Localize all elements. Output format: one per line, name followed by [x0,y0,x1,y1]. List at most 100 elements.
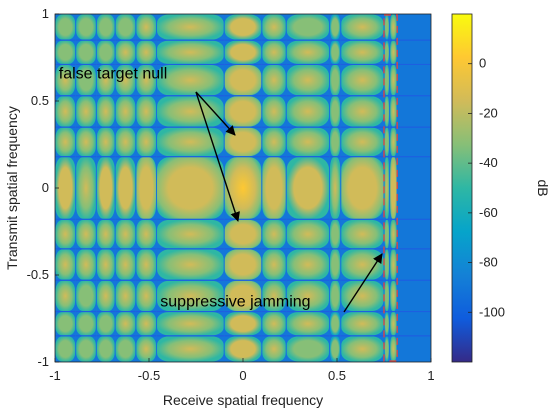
heatmap-cell [329,127,341,157]
heatmap-cell [341,157,384,219]
heatmap-cell [286,127,329,157]
heatmap-cell [262,64,286,96]
heatmap-cell [55,96,76,127]
suppressive-jamming-region [383,14,398,362]
heatmap-cell [384,64,390,96]
heatmap-cell [390,127,397,157]
jamming-dashed-box [383,14,398,362]
heatmap-cell [96,312,115,336]
heatmap-cell [286,280,329,312]
heatmap-cell [341,40,384,64]
heatmap-cell [329,336,341,362]
heatmap-cell [115,249,136,280]
heatmap-cell [157,336,224,362]
heatmap-cell [262,14,286,40]
heatmap-cell [96,219,115,249]
false-target-null-label: false target null [59,65,168,82]
colorbar-tick-label: -80 [479,255,498,270]
heatmap-cell [341,336,384,362]
heatmap-cell [76,40,96,64]
heatmap-cell [384,40,390,64]
y-axis-title: Transmit spatial frequency [4,106,20,270]
colorbar: 0 -20 -40 -60 -80 -100 dB [451,13,550,363]
heatmap-cell [329,40,341,64]
heatmap-cell [329,96,341,127]
heatmap-cell [76,249,96,280]
heatmap-cell [76,14,96,40]
heatmap-cell [262,127,286,157]
heatmap-cell [384,312,390,336]
heatmap-cell [341,14,384,40]
heatmap-cell [55,219,76,249]
colorbar-ticks: 0 -20 -40 -60 -80 -100 [468,56,505,319]
heatmap-cell [329,249,341,280]
heatmap-cell [341,127,384,157]
heatmap-cell [157,219,224,249]
heatmap-cell [157,249,224,280]
heatmap-cell [390,249,397,280]
heatmap-cell [96,40,115,64]
heatmap-cell [224,127,262,157]
heatmap-cell [341,219,384,249]
false-target-null-arrow-lower [195,91,240,222]
heatmap-cell [136,14,157,40]
heatmap-cell [390,14,397,40]
heatmap-cell [157,312,224,336]
heatmap-cell [136,219,157,249]
heatmap-cell [329,157,341,219]
heatmap-cell [76,336,96,362]
heatmap-cell [157,280,224,312]
heatmap-cell [55,312,76,336]
heatmap-cell [329,312,341,336]
heatmap-cell [384,219,390,249]
colorbar-tick-label: -20 [479,105,498,120]
heatmap-cell [341,312,384,336]
heatmap-cell [384,127,390,157]
x-tick-label: 1 [427,368,434,383]
heatmap-cell [136,249,157,280]
heatmap-cell [157,127,224,157]
heatmap-cell [286,96,329,127]
heatmap-cell [136,40,157,64]
x-tick-label: 0 [239,368,246,383]
x-tick-label: -0.5 [138,368,160,383]
heatmap-cell [286,312,329,336]
heatmap-cell [390,64,397,96]
heatmap-cell [384,249,390,280]
heatmap-cell [390,96,397,127]
colorbar-label: dB [535,179,550,196]
heatmap-cell [136,312,157,336]
heatmap-cell [224,157,262,219]
heatmap-cell [224,96,262,127]
heatmap-cell [115,280,136,312]
heatmap-cell [76,219,96,249]
heatmap-cell [76,157,96,219]
heatmap-cell [136,127,157,157]
heatmap-cell [55,157,76,219]
y-tick-label: 1 [42,6,49,21]
heatmap-cell [329,219,341,249]
heatmap-cell [262,219,286,249]
heatmap-cell [390,280,397,312]
y-axis-ticks: -1 -0.5 0 0.5 1 [27,6,59,369]
x-tick-label: 0.5 [328,368,346,383]
heatmap-cell [76,312,96,336]
annotations: false target null suppressive jamming [59,65,383,313]
heatmap-cell [55,280,76,312]
heatmap-cell [286,249,329,280]
heatmap-cell [115,219,136,249]
heatmap-cell [136,64,157,96]
heatmap-cell [76,280,96,312]
heatmap-cell [96,280,115,312]
heatmap-cell [262,336,286,362]
y-tick-label: 0.5 [31,93,49,108]
heatmap-cell [224,40,262,64]
heatmap-cell [96,96,115,127]
heatmap-cell [115,64,136,96]
heatmap-cell [262,280,286,312]
heatmap-cell [136,336,157,362]
suppressive-jamming-arrow [343,253,383,313]
heatmap-cell [76,127,96,157]
heatmap-cell [96,64,115,96]
colorbar-tick-label: 0 [479,56,486,71]
